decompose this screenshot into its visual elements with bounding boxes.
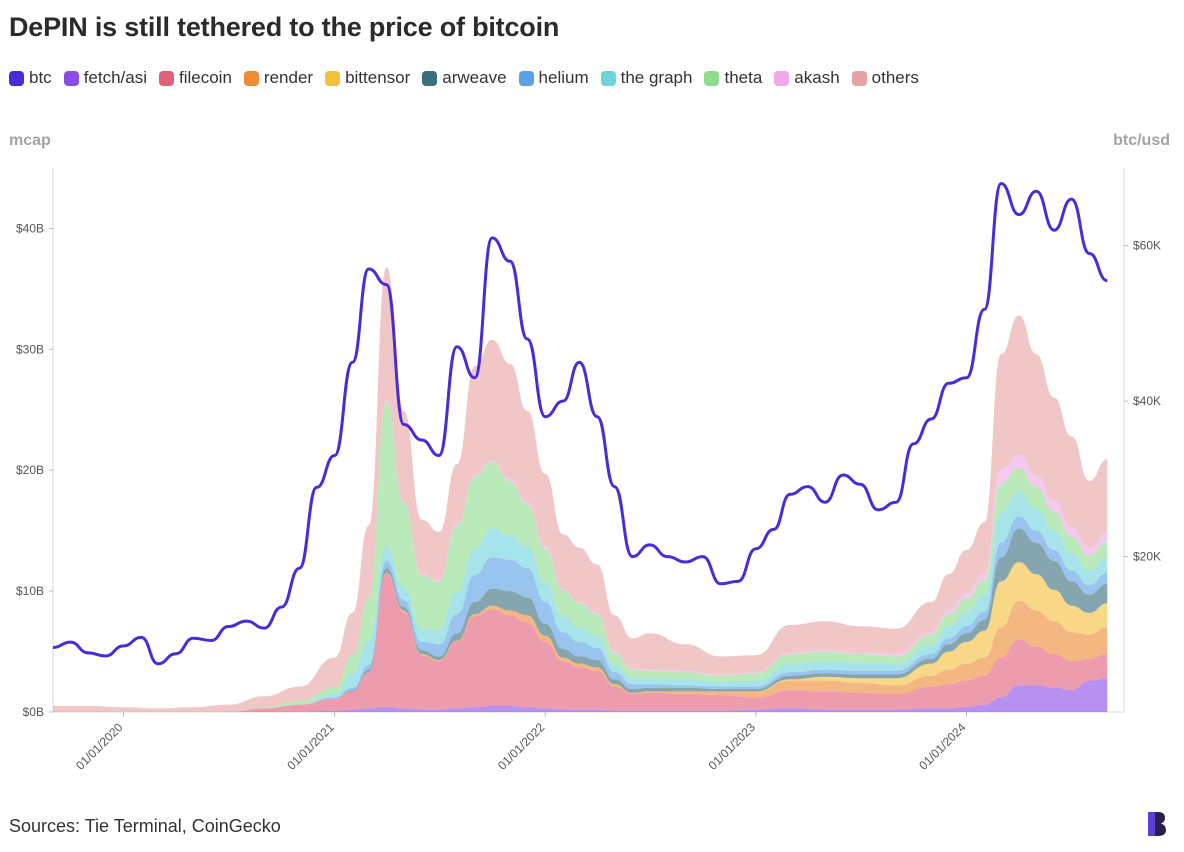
- legend-item-fetch-asi[interactable]: fetch/asi: [63, 68, 147, 88]
- legend-swatch: [600, 70, 616, 86]
- legend-label: the graph: [620, 68, 693, 87]
- legend-item-theta[interactable]: theta: [704, 68, 762, 88]
- area-the-graph: [53, 492, 1108, 712]
- legend: btc fetch/asi filecoin render bittensor arwea…: [9, 68, 919, 88]
- y-tick-label: $30B: [16, 342, 44, 356]
- legend-label: btc: [29, 68, 52, 87]
- legend-swatch: [159, 70, 174, 86]
- legend-label: bittensor: [345, 68, 411, 87]
- right-axis-title: btc/usd: [1113, 132, 1170, 149]
- legend-label: render: [263, 68, 314, 87]
- legend-item-others[interactable]: others: [851, 68, 919, 88]
- legend-swatch: [325, 70, 341, 86]
- legend-item-akash[interactable]: akash: [774, 68, 840, 88]
- legend-item-btc[interactable]: btc: [9, 68, 52, 88]
- legend-label: arweave: [442, 68, 507, 87]
- btc-line: [52, 182, 1108, 666]
- legend-label: theta: [724, 68, 763, 87]
- y-tick-label: $20B: [16, 463, 44, 477]
- legend-item-the-graph[interactable]: the graph: [600, 68, 693, 88]
- legend-item-helium[interactable]: helium: [518, 68, 589, 88]
- x-tick-label: 01/01/2024: [916, 720, 969, 773]
- legend-swatch: [774, 70, 790, 86]
- x-tick-label: 01/01/2020: [73, 720, 126, 773]
- x-tick-label: 01/01/2022: [495, 720, 548, 773]
- legend-item-render[interactable]: render: [243, 68, 314, 88]
- legend-label: others: [871, 68, 919, 87]
- y-tick-label: $40B: [16, 221, 44, 235]
- legend-label: akash: [794, 68, 840, 87]
- legend-item-arweave[interactable]: arweave: [422, 68, 507, 88]
- legend-swatch: [851, 70, 867, 86]
- source-note: Sources: Tie Terminal, CoinGecko: [9, 816, 281, 836]
- y-tick-label: $10B: [16, 584, 44, 598]
- area-filecoin: [53, 574, 1108, 712]
- legend-swatch: [63, 70, 79, 86]
- x-tick-label: 01/01/2023: [706, 720, 759, 773]
- brand-logo-icon: [1148, 812, 1166, 836]
- legend-swatch: [518, 70, 534, 86]
- legend-item-bittensor[interactable]: bittensor: [325, 68, 410, 88]
- y2-tick-label: $20K: [1133, 550, 1161, 564]
- legend-label: helium: [538, 68, 589, 87]
- legend-swatch: [9, 70, 24, 86]
- y2-tick-label: $40K: [1133, 394, 1161, 408]
- y2-tick-label: $60K: [1133, 239, 1161, 253]
- x-tick-label: 01/01/2021: [284, 720, 337, 773]
- left-axis-title: mcap: [9, 132, 51, 149]
- legend-swatch: [243, 70, 259, 86]
- y-tick-label: $0B: [23, 705, 44, 719]
- legend-label: fetch/asi: [83, 68, 147, 87]
- legend-item-filecoin[interactable]: filecoin: [159, 68, 232, 88]
- legend-swatch: [704, 70, 720, 86]
- legend-label: filecoin: [179, 68, 232, 87]
- area-fetch-asi: [53, 678, 1108, 712]
- chart-title: DePIN is still tethered to the price of …: [9, 12, 560, 42]
- legend-swatch: [422, 70, 438, 86]
